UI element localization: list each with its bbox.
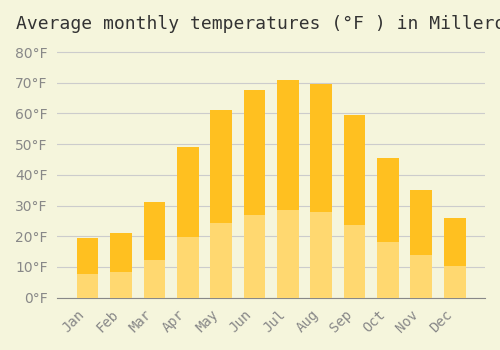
Bar: [110, 272, 132, 298]
Bar: [310, 84, 332, 298]
Bar: [410, 190, 432, 298]
Bar: [277, 80, 298, 298]
Bar: [277, 210, 298, 298]
Bar: [377, 158, 399, 298]
Bar: [177, 147, 199, 298]
Bar: [77, 238, 98, 298]
Bar: [110, 233, 132, 298]
Bar: [210, 110, 232, 298]
Bar: [344, 225, 366, 298]
Bar: [410, 255, 432, 298]
Bar: [144, 202, 165, 298]
Title: Average monthly temperatures (°F ) in Millerovo: Average monthly temperatures (°F ) in Mi…: [16, 15, 500, 33]
Bar: [244, 90, 266, 298]
Bar: [310, 212, 332, 298]
Bar: [444, 218, 466, 298]
Bar: [210, 223, 232, 298]
Bar: [144, 260, 165, 298]
Bar: [77, 274, 98, 298]
Bar: [244, 215, 266, 298]
Bar: [444, 266, 466, 297]
Bar: [344, 115, 366, 298]
Bar: [177, 237, 199, 298]
Bar: [377, 242, 399, 298]
